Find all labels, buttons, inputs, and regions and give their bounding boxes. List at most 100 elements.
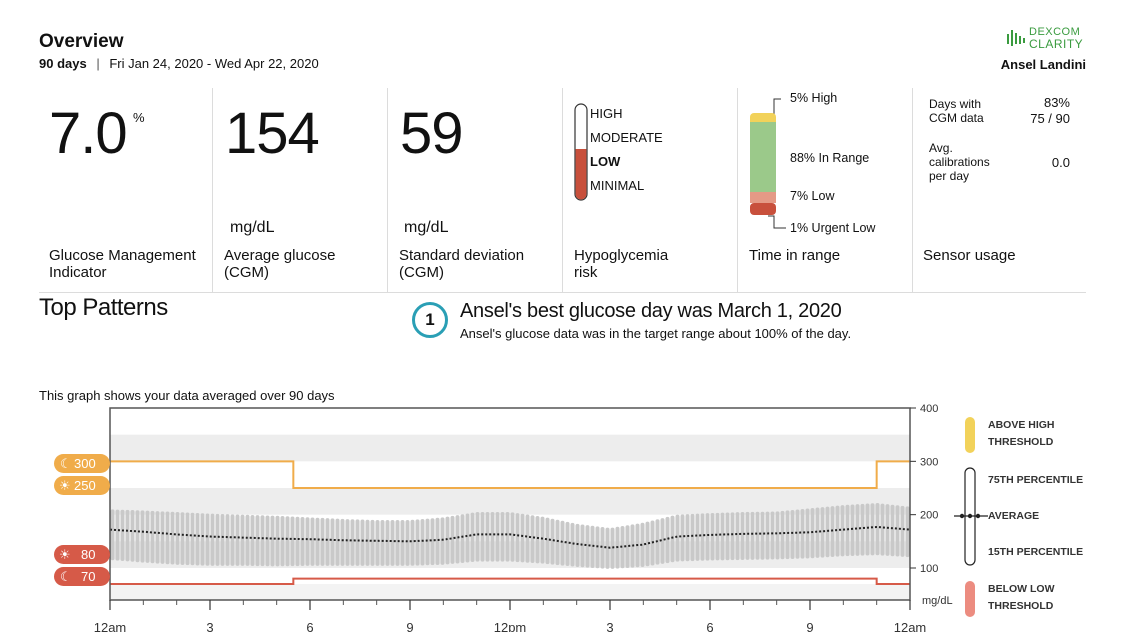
percentile-bar [420, 519, 425, 566]
badge-day-low-value: 80 [81, 547, 96, 562]
percentile-bar [585, 525, 590, 568]
legend-below-low-swatch [965, 581, 975, 617]
time-in-range-panel: 5% High 88% In Range 7% Low 1% Urgent Lo… [738, 88, 913, 292]
badge-day-high-value: 250 [74, 478, 96, 493]
grid-band [110, 434, 910, 462]
percentile-bar [675, 514, 680, 562]
percentile-bar [885, 504, 890, 556]
percentile-bar [275, 515, 280, 567]
gmi-label-line1: Glucose Management [49, 247, 196, 264]
percentile-bar [535, 515, 540, 564]
standard-deviation-label-line1: Standard deviation [399, 247, 525, 264]
percentile-bar [830, 506, 835, 557]
percentile-bar [480, 512, 485, 562]
percentile-bar [880, 503, 885, 556]
percentile-bar [180, 512, 185, 565]
percentile-bar [620, 526, 625, 569]
percentile-bar [365, 519, 370, 566]
percentile-bar [700, 513, 705, 561]
percentile-bar [820, 507, 825, 558]
percentile-bar [315, 517, 320, 566]
x-tick-label: 9 [806, 620, 813, 632]
y-tick-label: 300 [920, 456, 938, 468]
date-range: 90 days | Fri Jan 24, 2020 - Wed Apr 22,… [39, 56, 319, 71]
percentile-bar [545, 517, 550, 565]
percentile-bar [605, 527, 610, 569]
percentile-bar [385, 520, 390, 566]
days-with-cgm-count: 75 / 90 [1030, 111, 1070, 126]
badge-day-low: ☀ 80 [54, 545, 110, 564]
avg-calibrations-value: 0.0 [1051, 155, 1070, 170]
percentile-bar [170, 511, 175, 565]
avg-calibrations-label: Avg. calibrations per day [929, 141, 990, 183]
percentile-bar [795, 509, 800, 559]
x-tick-label: 9 [406, 620, 413, 632]
percentile-bar [465, 513, 470, 563]
percentile-bar [775, 511, 780, 560]
percentile-bar [185, 512, 190, 566]
percentile-bar [565, 521, 570, 567]
percentile-bar [310, 517, 315, 566]
gmi-label-line2: Indicator [49, 264, 107, 281]
percentile-bar [305, 517, 310, 566]
percentile-bar [690, 513, 695, 562]
percentile-bar [845, 504, 850, 557]
percentile-bar [695, 513, 700, 561]
percentile-bar [755, 511, 760, 560]
tir-low: 7% Low [790, 189, 835, 203]
gmi-panel: 7.0 % Glucose Management Indicator [39, 88, 213, 292]
average-glucose-label-line1: Average glucose [224, 247, 336, 264]
percentile-bar [490, 512, 495, 562]
percentile-bar [720, 512, 725, 561]
percentile-bar [750, 511, 755, 560]
moon-icon: ☾ [60, 456, 72, 471]
percentile-bar [140, 510, 145, 563]
pattern-title: Ansel's best glucose day was March 1, 20… [460, 300, 842, 322]
percentile-bar [840, 505, 845, 557]
percentile-bar [200, 513, 205, 566]
percentile-bar [115, 509, 120, 561]
sensor-usage-panel: Days with CGM data 83% 75 / 90 Avg. cali… [913, 88, 1087, 292]
percentile-bar [905, 506, 910, 558]
percentile-bar [430, 518, 435, 566]
percentile-bar [470, 512, 475, 562]
percentile-bar [895, 505, 900, 557]
average-glucose-panel: 154 mg/dL Average glucose (CGM) [213, 88, 388, 292]
percentile-bar [760, 511, 765, 560]
grid-band [110, 584, 910, 600]
percentile-bar [330, 518, 335, 566]
average-glucose-label-line2: (CGM) [224, 264, 269, 281]
percentile-bar [255, 515, 260, 567]
tir-in-range: 88% In Range [790, 151, 870, 165]
percentile-bar [160, 511, 165, 564]
badge-night-high-value: 300 [74, 456, 96, 471]
percentile-bar [570, 522, 575, 567]
percentile-bar [155, 511, 160, 564]
percentile-bar [245, 514, 250, 566]
percentile-bar [375, 520, 380, 566]
hypoglycemia-label-line2: risk [574, 264, 598, 281]
standard-deviation-unit: mg/dL [404, 219, 449, 236]
percentile-bar [685, 514, 690, 562]
top-patterns-heading: Top Patterns [39, 294, 168, 321]
days-with-cgm-percent: 83% [1043, 95, 1070, 110]
percentile-bar [850, 504, 855, 556]
percentile-bar [805, 508, 810, 559]
risk-level-high: HIGH [590, 106, 623, 121]
legend-above-high-swatch [965, 417, 975, 453]
percentile-bar [425, 518, 430, 566]
percentile-bar [175, 512, 180, 565]
y-axis-label: mg/dL [922, 595, 953, 607]
badge-night-low: ☾ 70 [54, 567, 110, 586]
badge-night-low-value: 70 [81, 569, 96, 584]
brand-name: DEXCOM CLARITY [1029, 26, 1083, 50]
hypoglycemia-risk-panel: HIGH MODERATE LOW MINIMAL Hypoglycemia r… [563, 88, 738, 292]
percentile-bar [360, 519, 365, 566]
legend-percentile-icon [954, 467, 988, 566]
legend-average: AVERAGE [988, 510, 1040, 522]
percentile-bar [335, 518, 340, 566]
x-tick-label: 3 [606, 620, 613, 632]
percentile-bar [600, 527, 605, 569]
patient-name: Ansel Landini [1000, 57, 1086, 72]
percentile-bar [560, 520, 565, 566]
